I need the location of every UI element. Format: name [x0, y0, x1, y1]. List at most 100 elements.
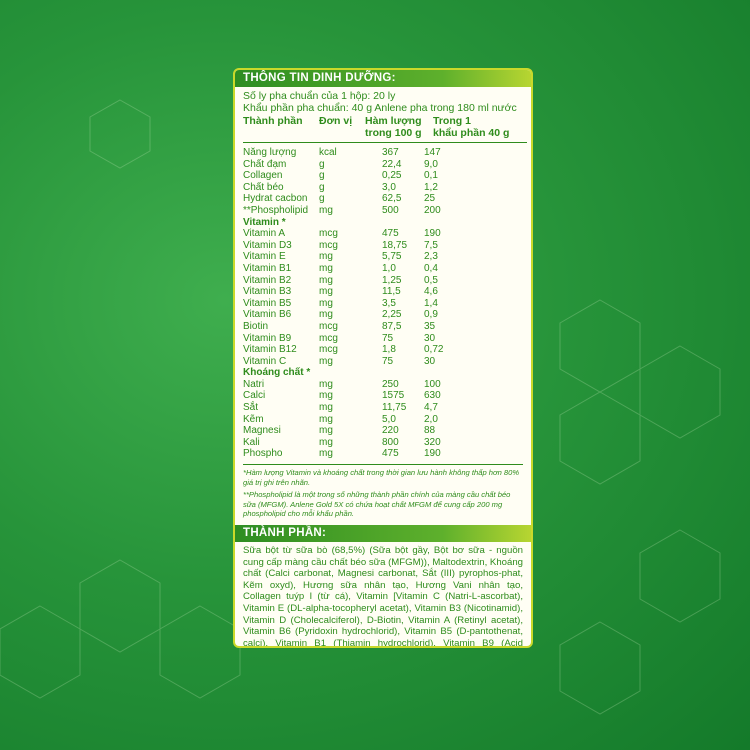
nutrition-table: Năng lượng kcal 367 147 Chất đạm g 22,4 9,0 Coll…	[235, 147, 531, 460]
cell-per100: 475	[382, 448, 399, 460]
cell-name: Kali	[243, 436, 260, 448]
cell-per100: 1,8	[382, 344, 396, 356]
table-row: Vitamin B1 mg 1,0 0,4	[235, 263, 531, 275]
servings-line: Số ly pha chuẩn của 1 hộp: 20 ly	[243, 90, 396, 102]
cell-per100: 87,5	[382, 320, 402, 332]
table-header: Thành phần Đơn vị Hàm lượng trong 100 g T…	[243, 115, 527, 143]
cell-per40: 0,1	[424, 170, 438, 182]
cell-per40: 88	[424, 425, 436, 437]
cell-per100: 11,5	[382, 286, 401, 298]
section-row: Khoáng chất *	[235, 367, 531, 379]
cell-name: Calci	[243, 390, 266, 402]
cell-per40: 100	[424, 378, 441, 390]
cell-unit: mg	[319, 274, 333, 286]
cell-unit: g	[319, 170, 325, 182]
table-row: Sắt mg 11,75 4,7	[235, 402, 531, 414]
table-row: Biotin mcg 87,5 35	[235, 321, 531, 333]
cell-unit: mcg	[319, 344, 338, 356]
cell-unit: g	[319, 193, 325, 205]
cell-per100: 18,75	[382, 239, 408, 251]
cell-unit: mg	[319, 355, 333, 367]
table-row: Kẽm mg 5,0 2,0	[235, 414, 531, 426]
cell-per40: 147	[424, 147, 441, 158]
cell-name: Hydrat cacbon	[243, 193, 308, 205]
cell-unit: mcg	[319, 320, 338, 332]
header-ingredient: Thành phần	[243, 115, 303, 127]
cell-name: Vitamin A	[243, 228, 286, 240]
cell-per40: 320	[424, 436, 441, 448]
cell-name: Vitamin B2	[243, 274, 292, 286]
nutrition-label: THÔNG TIN DINH DƯỠNG: Số ly pha chuẩn củ…	[233, 68, 533, 648]
cell-name: Sắt	[243, 402, 259, 414]
cell-per100: 5,0	[382, 413, 396, 425]
cell-per40: 2,0	[424, 413, 438, 425]
cell-per100: 75	[382, 355, 394, 367]
cell-per100: 75	[382, 332, 394, 344]
cell-unit: mg	[319, 286, 333, 298]
cell-name: Khoáng chất *	[243, 367, 311, 379]
cell-unit: mg	[319, 402, 333, 414]
cell-name: Vitamin B9	[243, 332, 292, 344]
table-row: Collagen g 0,25 0,1	[235, 170, 531, 182]
table-row: Năng lượng kcal 367 147	[235, 147, 531, 159]
cell-per100: 250	[382, 378, 399, 390]
cell-unit: mcg	[319, 228, 338, 240]
cell-per40: 9,0	[424, 158, 438, 170]
cell-per100: 62,5	[382, 193, 402, 205]
cell-name: Vitamin B6	[243, 309, 292, 321]
table-row: Vitamin E mg 5,75 2,3	[235, 251, 531, 263]
cell-per100: 22,4	[382, 158, 402, 170]
header-unit: Đơn vị	[319, 115, 353, 127]
cell-name: Vitamin B5	[243, 297, 292, 309]
table-row: Vitamin A mcg 475 190	[235, 228, 531, 240]
table-row: Calci mg 1575 630	[235, 390, 531, 402]
cell-per100: 220	[382, 425, 399, 437]
footnote-phospholipid: **Phospholipid là một trong số những thà…	[243, 490, 511, 519]
table-row: Vitamin B5 mg 3,5 1,4	[235, 298, 531, 310]
table-row: Kali mg 800 320	[235, 437, 531, 449]
header-per40-line1: Trong 1	[433, 115, 471, 127]
cell-per100: 475	[382, 228, 399, 240]
cell-per40: 190	[424, 228, 441, 240]
cell-name: Vitamin B1	[243, 262, 292, 274]
cell-per40: 630	[424, 390, 441, 402]
cell-name: Vitamin B12	[243, 344, 297, 356]
cell-per40: 1,2	[424, 181, 438, 193]
table-row: Vitamin B12 mcg 1,8 0,72	[235, 344, 531, 356]
cell-per40: 0,4	[424, 262, 438, 274]
cell-per100: 367	[382, 147, 399, 158]
table-row: Magnesi mg 220 88	[235, 425, 531, 437]
cell-unit: mg	[319, 425, 333, 437]
cell-per40: 2,3	[424, 251, 438, 263]
header-per100: Hàm lượng trong 100 g	[365, 115, 433, 139]
cell-per40: 4,6	[424, 286, 438, 298]
cell-per100: 3,5	[382, 297, 396, 309]
table-row: **Phospholipid mg 500 200	[235, 205, 531, 217]
cell-name: **Phospholipid	[243, 204, 309, 216]
table-row: Vitamin D3 mcg 18,75 7,5	[235, 240, 531, 252]
nutrition-title: THÔNG TIN DINH DƯỠNG:	[235, 70, 531, 87]
cell-name: Biotin	[243, 320, 269, 332]
table-row: Vitamin B2 mg 1,25 0,5	[235, 275, 531, 287]
cell-per40: 1,4	[424, 297, 438, 309]
cell-per40: 0,9	[424, 309, 438, 321]
cell-unit: mg	[319, 297, 333, 309]
table-row: Vitamin B3 mg 11,5 4,6	[235, 286, 531, 298]
cell-per40: 190	[424, 448, 441, 460]
cell-per100: 2,25	[382, 309, 402, 321]
cell-name: Năng lượng	[243, 147, 297, 158]
cell-unit: mg	[319, 204, 333, 216]
table-row: Vitamin B9 mcg 75 30	[235, 333, 531, 345]
cell-name: Magnesi	[243, 425, 281, 437]
cell-per40: 30	[424, 332, 436, 344]
cell-per100: 800	[382, 436, 399, 448]
cell-name: Chất đạm	[243, 158, 287, 170]
cell-unit: g	[319, 181, 325, 193]
cell-unit: mg	[319, 413, 333, 425]
table-row: Hydrat cacbon g 62,5 25	[235, 193, 531, 205]
header-per40-line2: khẩu phần 40 g	[433, 126, 510, 139]
table-row: Chất đạm g 22,4 9,0	[235, 159, 531, 171]
cell-name: Collagen	[243, 170, 283, 182]
cell-per40: 4,7	[424, 402, 438, 414]
cell-per100: 3,0	[382, 181, 396, 193]
